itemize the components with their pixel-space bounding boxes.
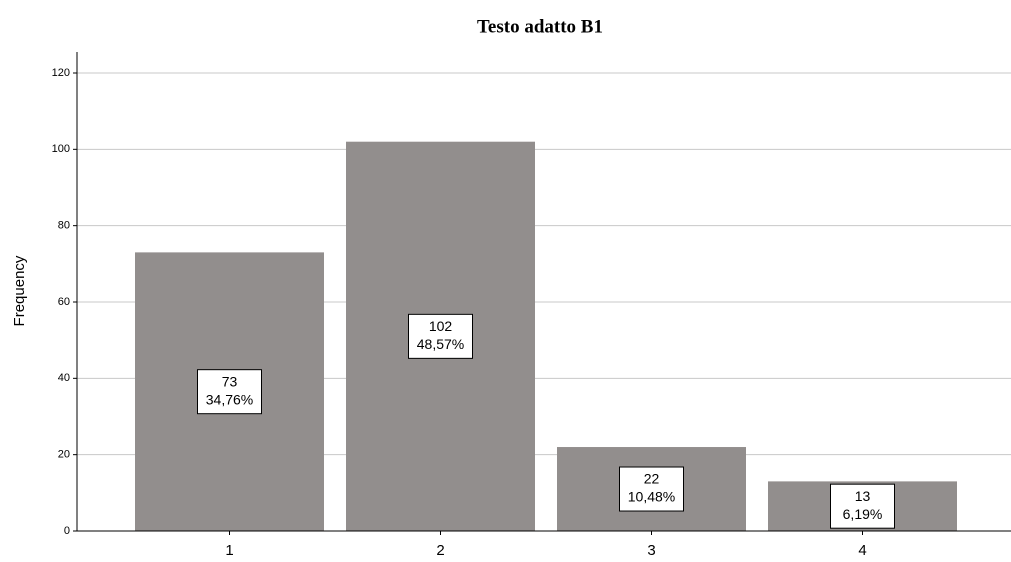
chart-title: Testo adatto B1 <box>477 16 603 37</box>
percent-label: 6,19% <box>843 506 883 522</box>
data-label-box <box>408 313 473 359</box>
x-tick-label: 1 <box>225 542 233 559</box>
data-label-box <box>197 369 262 415</box>
x-tick-label: 4 <box>858 542 866 559</box>
data-label: 13 <box>855 488 871 504</box>
y-tick-label: 20 <box>58 449 70 461</box>
data-label: 22 <box>644 471 660 487</box>
percent-label: 10,48% <box>628 489 675 505</box>
data-label: 102 <box>429 318 453 334</box>
y-tick-label: 0 <box>64 525 70 537</box>
data-label-box <box>830 483 895 529</box>
y-tick-label: 80 <box>58 220 70 232</box>
data-label: 73 <box>222 373 238 389</box>
y-tick-label: 100 <box>52 143 70 155</box>
percent-label: 48,57% <box>417 336 464 352</box>
y-tick-label: 120 <box>52 67 70 79</box>
y-tick-label: 60 <box>58 296 70 308</box>
x-tick-label: 2 <box>436 542 444 559</box>
data-label-box <box>619 466 684 512</box>
y-tick-label: 40 <box>58 372 70 384</box>
y-axis-label: Frequency <box>11 255 28 326</box>
percent-label: 34,76% <box>206 391 253 407</box>
x-tick-label: 3 <box>647 542 655 559</box>
